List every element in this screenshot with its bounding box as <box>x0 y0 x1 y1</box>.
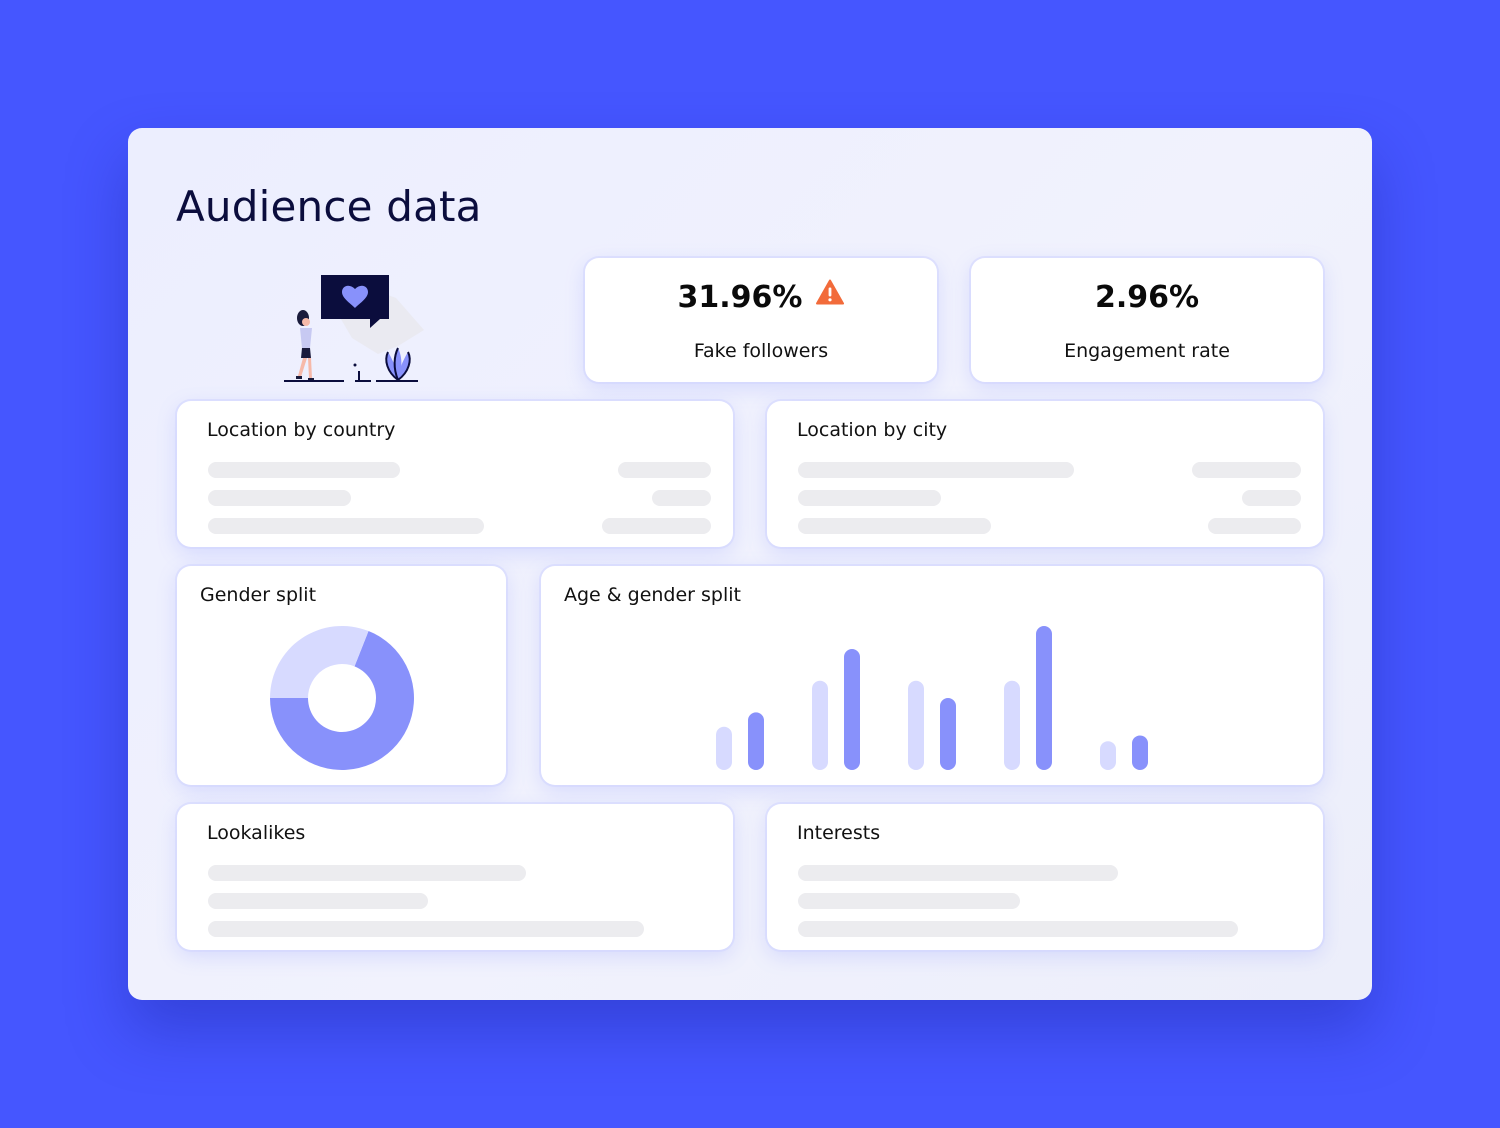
interests-title: Interests <box>797 822 881 844</box>
skeleton-bar <box>208 893 428 909</box>
location-city-title: Location by city <box>797 419 948 441</box>
donut-segment-2 <box>270 626 369 698</box>
location-city-card[interactable]: Location by city <box>767 401 1323 547</box>
skeleton-bar <box>208 518 484 534</box>
location-country-card[interactable]: Location by country <box>177 401 733 547</box>
skeleton-bar <box>208 865 526 881</box>
warning-icon <box>816 278 845 313</box>
skeleton-bar <box>208 462 400 478</box>
heart-icon <box>342 285 368 308</box>
interests-card[interactable]: Interests <box>767 804 1323 950</box>
lookalikes-card[interactable]: Lookalikes <box>177 804 733 950</box>
age-gender-bar-chart <box>716 626 1148 770</box>
skeleton-bar <box>208 921 644 937</box>
skeleton-bar <box>798 462 1074 478</box>
age-bar-2-light <box>812 680 828 770</box>
chat-bubble-icon <box>321 275 389 328</box>
skeleton-bar <box>1192 462 1301 478</box>
age-bar-3-dark <box>940 698 956 770</box>
age-gender-split-title: Age & gender split <box>564 584 742 606</box>
donut-segment-1 <box>270 631 414 770</box>
plant-icon <box>376 347 418 382</box>
skeleton-bar <box>652 490 711 506</box>
social-illustration <box>284 275 424 382</box>
fake-followers-value-row: 31.96% <box>585 278 937 316</box>
age-gender-split-card[interactable]: Age & gender split <box>541 566 1323 785</box>
age-bar-5-dark <box>1132 735 1148 770</box>
gender-split-card[interactable]: Gender split <box>177 566 506 785</box>
skeleton-bar <box>602 518 711 534</box>
lookalikes-title: Lookalikes <box>207 822 306 844</box>
engagement-rate-card: 2.96% Engagement rate <box>971 258 1323 382</box>
skeleton-bar <box>1208 518 1301 534</box>
skeleton-bar <box>798 490 941 506</box>
skeleton-bar <box>1242 490 1301 506</box>
fake-followers-value: 31.96% <box>677 280 803 315</box>
skeleton-bar <box>798 865 1118 881</box>
age-bar-4-light <box>1004 680 1020 770</box>
person-figure <box>296 310 314 381</box>
age-bar-1-light <box>716 726 732 770</box>
skeleton-bar <box>798 921 1238 937</box>
age-bar-3-light <box>908 680 924 770</box>
skeleton-bar <box>618 462 711 478</box>
engagement-rate-label: Engagement rate <box>1064 340 1230 362</box>
skeleton-bar <box>208 490 351 506</box>
gender-donut-chart <box>270 626 414 770</box>
page-title: Audience data <box>176 182 482 231</box>
location-country-title: Location by country <box>207 419 396 441</box>
audience-panel: Audience data <box>128 128 1372 1000</box>
age-bar-2-dark <box>844 649 860 770</box>
engagement-rate-value: 2.96% <box>1094 280 1200 315</box>
age-bar-4-dark <box>1036 626 1052 770</box>
gender-split-title: Gender split <box>200 584 317 606</box>
small-plant <box>353 363 371 382</box>
fake-followers-card: 31.96% Fake followers <box>585 258 937 382</box>
age-bar-1-dark <box>748 712 764 770</box>
skeleton-bar <box>798 518 991 534</box>
age-bar-5-light <box>1100 741 1116 770</box>
fake-followers-label: Fake followers <box>693 340 829 362</box>
skeleton-bar <box>798 893 1020 909</box>
